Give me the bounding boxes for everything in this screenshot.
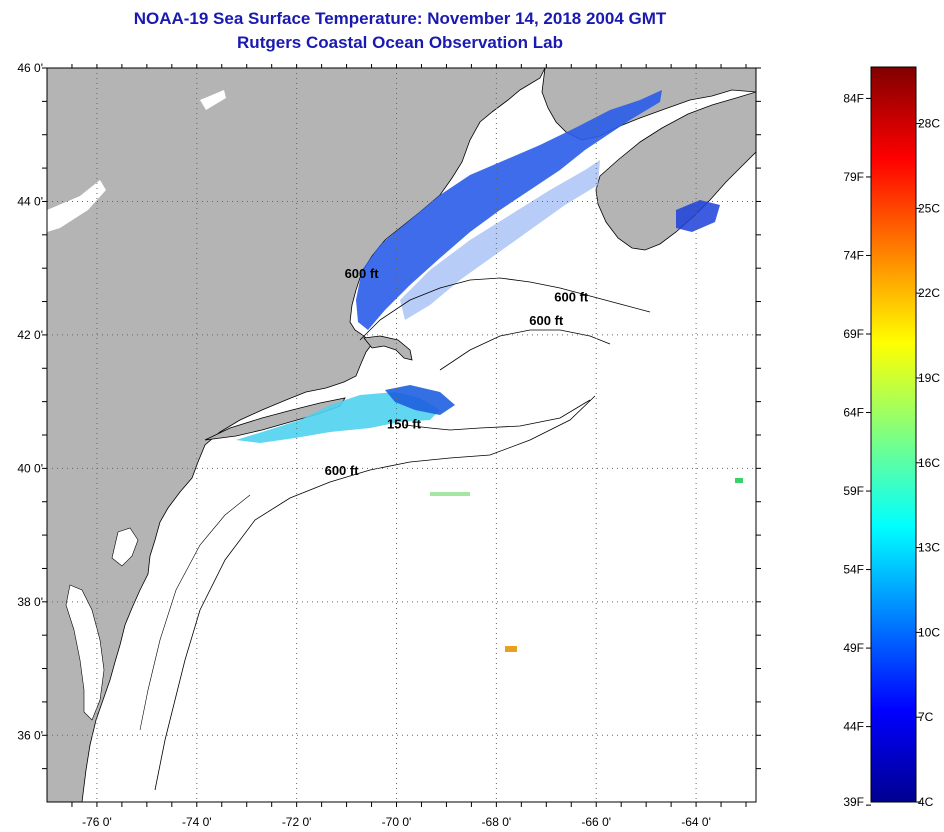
latitude-labels: 46 0' 44 0' 42 0' 40 0' 38 0' 36 0' [17,61,43,742]
sst-green-pixel [735,478,743,483]
sst-warm-pixel [505,646,517,652]
contour-label: 600 ft [554,290,589,305]
contour-600ft-shelf-break [154,395,596,791]
colorbar-c-label: 22C [918,286,940,300]
colorbar [870,66,917,803]
latitude-label: 38 0' [17,595,43,609]
contour-inner-shelf [139,494,251,731]
longitude-label: -76 0' [82,815,112,829]
colorbar-f-label: 39F [843,795,864,809]
colorbar-c-label: 4C [918,795,934,809]
colorbar-c-label: 13C [918,541,940,555]
contour-label: 600 ft [325,463,360,478]
contour-150ft [404,399,591,431]
contour-label: 150 ft [387,416,422,431]
latitude-label: 42 0' [17,328,43,342]
map-subtitle: Rutgers Coastal Ocean Observation Lab [237,33,563,52]
sst-scotian-shelf [676,200,720,232]
map-title: NOAA-19 Sea Surface Temperature: Novembe… [133,9,667,28]
colorbar-f-label: 49F [843,641,864,655]
colorbar-c-label: 7C [918,710,934,724]
colorbar-f-label: 54F [843,563,864,577]
map-layers [47,68,756,802]
longitude-label: -74 0' [182,815,212,829]
latitude-label: 40 0' [17,461,43,475]
contour-label: 600 ft [529,313,564,328]
colorbar-f-label: 84F [843,91,864,105]
axis-ticks [42,64,761,807]
longitude-label: -68 0' [482,815,512,829]
lake-fragment [47,180,106,232]
longitude-label: -64 0' [681,815,711,829]
latitude-label: 36 0' [17,728,43,742]
longitude-label: -66 0' [581,815,611,829]
colorbar-f-label: 74F [843,248,864,262]
colorbar-celsius-labels: 28C 25C 22C 19C 16C 13C 10C 7C 4C [916,117,940,809]
colorbar-f-label: 79F [843,170,864,184]
colorbar-c-label: 16C [918,456,940,470]
colorbar-c-label: 28C [918,117,940,131]
lake-fragment [200,90,226,110]
longitude-labels: -76 0' -74 0' -72 0' -70 0' -68 0' -66 0' -64 … [82,815,711,829]
land-us-mainland [47,68,546,802]
latitude-label: 46 0' [17,61,43,75]
contour-labels: 600 ft 600 ft 600 ft 150 ft 600 ft [325,266,589,478]
map-frame [46,67,757,803]
longitude-label: -70 0' [382,815,412,829]
sst-green-pixel [430,492,470,496]
sst-gulf-of-maine-blue [356,90,662,330]
land-nova-scotia [595,91,756,251]
colorbar-fahrenheit-labels: 84F 79F 74F 69F 64F 59F 54F 49F 44F 39F [843,91,871,809]
sst-nantucket-blue [385,385,455,415]
sst-gulf-of-maine-streaks [400,160,600,320]
colorbar-f-label: 69F [843,327,864,341]
colorbar-f-label: 59F [843,484,864,498]
land-cape-cod [363,335,413,361]
colorbar-f-label: 64F [843,406,864,420]
sst-southern-new-england [236,392,440,443]
longitude-label: -72 0' [282,815,312,829]
contour-600ft [439,329,611,371]
contour-600ft [359,277,651,341]
colorbar-c-label: 10C [918,625,940,639]
contour-label: 600 ft [345,266,380,281]
latitude-label: 44 0' [17,194,43,208]
colorbar-f-label: 44F [843,720,864,734]
delaware-bay [111,527,139,567]
chesapeake-bay [65,584,105,721]
colorbar-c-label: 25C [918,201,940,215]
colorbar-c-label: 19C [918,371,940,385]
